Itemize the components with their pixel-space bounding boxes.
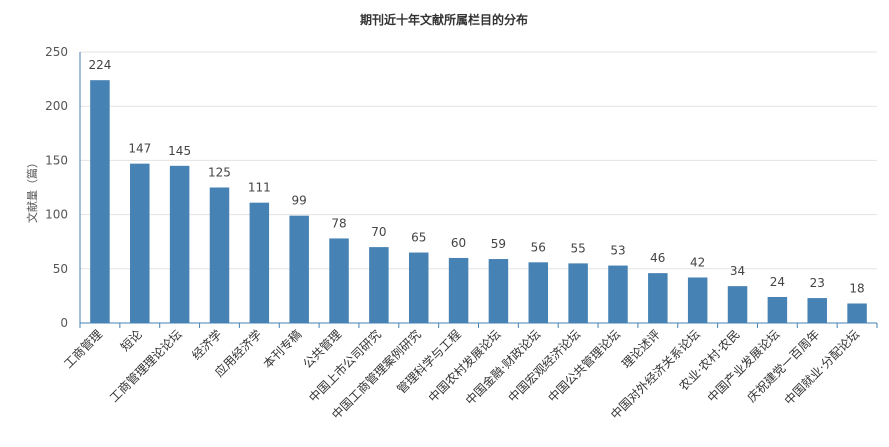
bar bbox=[648, 273, 668, 323]
data-label: 60 bbox=[451, 236, 466, 250]
data-label: 59 bbox=[491, 237, 506, 251]
x-category-label: 中国宏观经济论坛 bbox=[505, 327, 583, 405]
bar bbox=[528, 262, 549, 323]
data-label: 23 bbox=[810, 276, 825, 290]
x-category-label: 中国上市公司研究 bbox=[305, 327, 383, 405]
bar bbox=[448, 257, 469, 323]
bar bbox=[329, 238, 349, 323]
bar bbox=[608, 265, 628, 323]
y-tick-label: 250 bbox=[45, 45, 68, 59]
y-tick-label: 50 bbox=[53, 262, 68, 276]
x-category-label: 中国就业·分配论坛 bbox=[781, 327, 862, 408]
bar bbox=[90, 80, 110, 324]
data-label: 99 bbox=[292, 194, 307, 208]
data-label: 53 bbox=[610, 244, 625, 258]
x-category-label: 中国公共管理论坛 bbox=[545, 327, 623, 405]
data-labels: 224 147 145 125 111 99 78 70 65 60 59 56 55 53 46 42 34 2… bbox=[88, 58, 864, 295]
x-category-label: 中国农村发展论坛 bbox=[425, 327, 503, 405]
x-category-label: 工商管理理论论坛 bbox=[106, 327, 184, 405]
data-label: 18 bbox=[849, 281, 864, 295]
chart-title: 期刊近十年文献所属栏目的分布 bbox=[360, 12, 528, 27]
bar bbox=[289, 215, 309, 323]
x-category-label: 庆祝建党一百周年 bbox=[744, 327, 822, 405]
data-label: 42 bbox=[690, 255, 705, 269]
data-label: 55 bbox=[570, 241, 585, 255]
bars bbox=[90, 80, 867, 324]
data-label: 56 bbox=[531, 240, 546, 254]
data-label: 46 bbox=[650, 251, 665, 265]
y-axis-label: 文献量（篇） bbox=[25, 157, 39, 223]
bar bbox=[408, 252, 429, 323]
data-label: 224 bbox=[88, 58, 111, 72]
x-category-label: 本刊专稿 bbox=[260, 327, 305, 372]
y-tick-label: 0 bbox=[60, 316, 68, 330]
data-label: 147 bbox=[128, 142, 151, 156]
x-category-label: 中国金融·财政论坛 bbox=[462, 327, 543, 408]
bar bbox=[209, 187, 230, 323]
y-tick-label: 150 bbox=[45, 153, 68, 167]
data-label: 78 bbox=[331, 216, 346, 230]
x-category-label: 经济学 bbox=[189, 327, 225, 363]
data-label: 70 bbox=[371, 225, 386, 239]
x-category-label: 工商管理 bbox=[60, 327, 105, 372]
bar bbox=[687, 277, 708, 323]
data-label: 111 bbox=[248, 181, 271, 195]
data-label: 65 bbox=[411, 231, 426, 245]
y-tick-label: 100 bbox=[45, 208, 68, 222]
bar bbox=[727, 286, 748, 323]
gridlines bbox=[80, 51, 877, 270]
bar bbox=[488, 259, 509, 323]
data-label: 125 bbox=[208, 166, 231, 180]
bar bbox=[130, 163, 150, 323]
bar bbox=[568, 263, 588, 323]
bar bbox=[249, 202, 270, 323]
bar bbox=[807, 298, 827, 323]
data-label: 24 bbox=[770, 275, 785, 289]
data-label: 145 bbox=[168, 144, 191, 158]
bar bbox=[847, 303, 867, 323]
bar bbox=[169, 165, 190, 323]
x-category-label: 中国产业发展论坛 bbox=[704, 327, 782, 405]
y-axis-ticks: 0 50 100 150 200 250 bbox=[45, 45, 68, 330]
x-category-label: 短论 bbox=[118, 327, 145, 354]
data-label: 34 bbox=[730, 264, 745, 278]
y-tick-label: 200 bbox=[45, 99, 68, 113]
bar bbox=[767, 296, 788, 323]
bar bbox=[369, 247, 389, 323]
